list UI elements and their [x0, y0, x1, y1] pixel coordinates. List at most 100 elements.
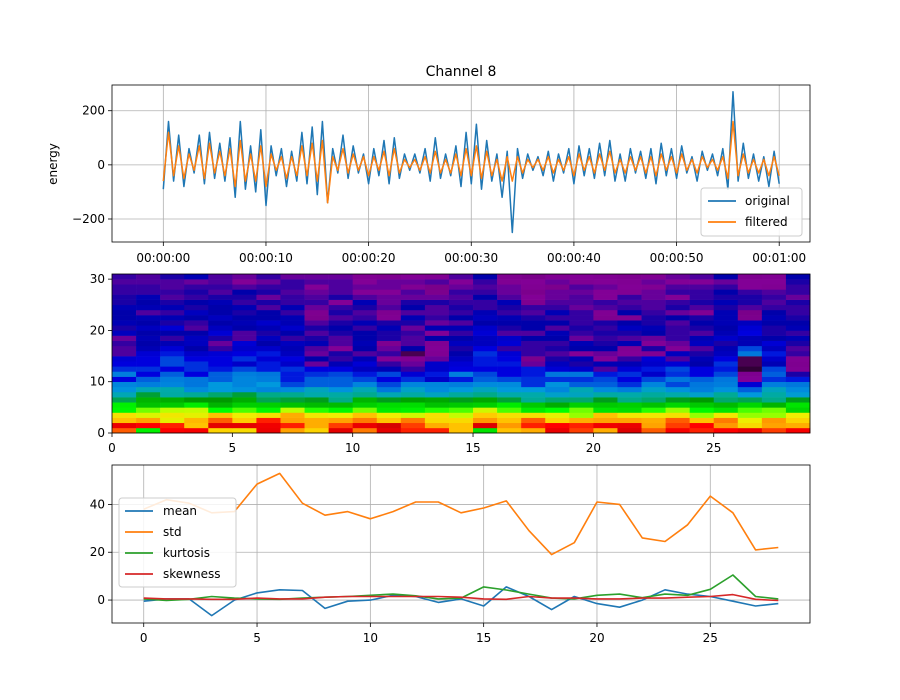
heatmap-cell	[713, 284, 739, 290]
heatmap-cell	[184, 427, 209, 434]
heatmap-cell	[689, 309, 715, 316]
heatmap-cell	[497, 412, 522, 418]
heatmap-cell	[448, 320, 474, 326]
heatmap-cell	[617, 274, 642, 280]
heatmap-cell	[376, 361, 402, 367]
heatmap-cell	[448, 289, 474, 295]
heatmap-cell	[136, 376, 161, 383]
series-line-std	[143, 472, 779, 556]
heatmap-cell	[448, 391, 474, 398]
heatmap-cell	[304, 299, 329, 306]
heatmap-cell	[569, 397, 594, 403]
heatmap-cell	[280, 356, 305, 362]
heatmap-cell	[617, 325, 642, 331]
heatmap-cell	[617, 350, 642, 357]
heatmap-cell	[232, 381, 257, 388]
heatmap-cell	[521, 386, 546, 393]
heatmap-cell	[617, 366, 642, 372]
heatmap-cell	[593, 407, 618, 413]
heatmap-cell	[136, 345, 161, 352]
heatmap-cell	[569, 299, 594, 306]
heatmap-cell	[160, 386, 185, 393]
heatmap-cell	[545, 402, 570, 408]
heatmap-cell	[352, 315, 378, 321]
series-line-filtered	[162, 120, 780, 204]
x-tick-label: 00:00:50	[650, 251, 704, 265]
heatmap-cell	[713, 391, 739, 398]
heatmap-cell	[545, 304, 570, 311]
heatmap-cell	[160, 391, 185, 398]
heatmap-cell	[761, 335, 787, 341]
heatmap-cell	[400, 386, 426, 393]
heatmap-cell	[376, 325, 402, 331]
heatmap-cell	[593, 315, 618, 321]
heatmap-cell	[160, 345, 185, 352]
heatmap-cell	[713, 350, 739, 357]
heatmap-cell	[208, 340, 233, 347]
heatmap-cell	[256, 340, 281, 347]
heatmap-cell	[304, 391, 329, 398]
heatmap-cell	[521, 350, 546, 357]
heatmap-cell	[473, 299, 498, 306]
x-tick-label: 0	[108, 441, 116, 455]
heatmap-cell	[713, 412, 739, 418]
heatmap-cell	[448, 350, 474, 357]
x-tick-label: 5	[229, 441, 237, 455]
heatmap-cells	[112, 274, 811, 434]
heatmap-cell	[400, 279, 426, 285]
heatmap-cell	[785, 350, 811, 357]
heatmap-cell	[352, 366, 378, 372]
heatmap-cell	[424, 304, 450, 311]
heatmap-cell	[208, 320, 233, 326]
heatmap-cell	[208, 315, 233, 321]
heatmap-cell	[424, 366, 450, 372]
heatmap-cell	[473, 279, 498, 285]
heatmap-cell	[256, 356, 281, 362]
heatmap-cell	[497, 289, 522, 295]
heatmap-cell	[448, 402, 474, 408]
heatmap-cell	[448, 356, 474, 362]
heatmap-cell	[136, 279, 161, 285]
heatmap-cell	[304, 397, 329, 403]
heatmap-cell	[304, 356, 329, 362]
heatmap-cell	[617, 304, 642, 311]
heatmap-cell	[737, 371, 763, 377]
x-tick-label: 00:00:10	[239, 251, 293, 265]
heatmap-cell	[160, 376, 185, 383]
heatmap-cell	[448, 386, 474, 393]
heatmap-cell	[280, 397, 305, 403]
heatmap-cell	[569, 335, 594, 341]
heatmap-cell	[280, 371, 305, 377]
heatmap-cell	[448, 407, 474, 413]
heatmap-cell	[280, 391, 305, 398]
heatmap-cell	[785, 391, 811, 398]
heatmap-cell	[497, 309, 522, 316]
heatmap-cell	[689, 391, 715, 398]
heatmap-cell	[184, 417, 209, 424]
heatmap-cell	[232, 422, 257, 429]
heatmap-cell	[641, 371, 666, 377]
heatmap-cell	[424, 386, 450, 393]
y-tick-label: 40	[90, 497, 105, 511]
heatmap-cell	[280, 274, 305, 280]
heatmap-cell	[713, 304, 739, 311]
heatmap-cell	[304, 402, 329, 408]
heatmap-cell	[641, 397, 666, 403]
heatmap-cell	[112, 299, 137, 306]
heatmap-cell	[112, 412, 137, 418]
heatmap-cell	[545, 279, 570, 285]
heatmap-cell	[184, 284, 209, 290]
heatmap-cell	[545, 345, 570, 352]
heatmap-cell	[184, 335, 209, 341]
heatmap-cell	[280, 279, 305, 285]
heatmap-cell	[641, 412, 666, 418]
heatmap-cell	[136, 350, 161, 357]
heatmap-cell	[689, 397, 715, 403]
heatmap-cell	[448, 330, 474, 336]
heatmap-cell	[737, 422, 763, 429]
heatmap-cell	[641, 315, 666, 321]
heatmap-cell	[184, 366, 209, 372]
heatmap-cell	[352, 386, 378, 393]
legend-label-kurtosis: kurtosis	[163, 546, 210, 560]
heatmap-cell	[304, 381, 329, 388]
